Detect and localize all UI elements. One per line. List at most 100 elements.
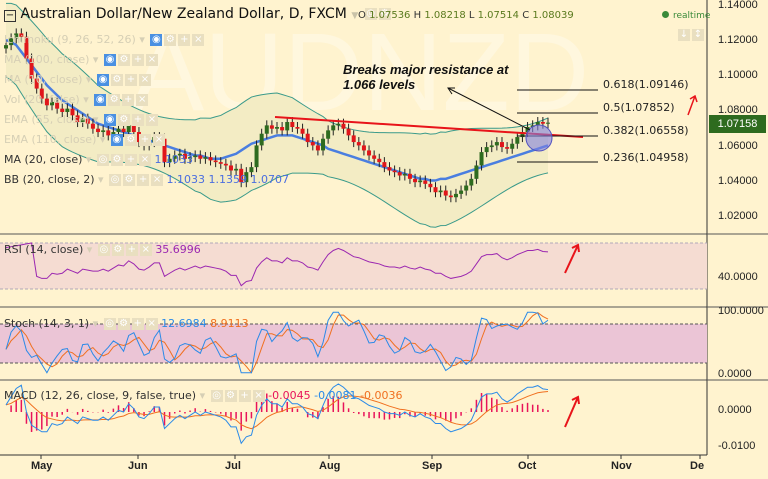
candle <box>310 142 315 146</box>
time-axis[interactable] <box>40 455 701 459</box>
scroll-down-icon[interactable]: ↓ <box>678 28 690 41</box>
add-icon[interactable]: + <box>131 114 144 126</box>
eye-icon[interactable]: ◎ <box>109 174 122 186</box>
candle <box>182 153 187 159</box>
candle <box>356 142 361 146</box>
candle <box>269 125 274 129</box>
close-icon[interactable]: × <box>145 114 158 126</box>
settings-icon[interactable]: ⚙ <box>164 34 177 46</box>
settings-icon[interactable]: ⚙ <box>117 318 130 330</box>
indicator-legend-ma20[interactable]: MA (20, close) ▾ ◎ ⚙ + × 1.1033 <box>4 153 193 166</box>
collapse-icon[interactable]: − <box>4 10 16 22</box>
add-icon[interactable]: + <box>178 34 191 46</box>
candle <box>315 145 320 151</box>
add-icon[interactable]: + <box>137 174 150 186</box>
status-dot-icon <box>662 11 669 18</box>
close-icon[interactable]: × <box>136 94 149 106</box>
settings-icon[interactable]: ⚙ <box>123 174 136 186</box>
close-icon[interactable]: × <box>252 390 265 402</box>
candle <box>75 115 80 123</box>
eye-icon[interactable]: ◎ <box>96 154 109 166</box>
candle <box>540 122 545 124</box>
settings-icon[interactable]: ⚙ <box>224 390 237 402</box>
candle <box>172 155 177 159</box>
close-icon[interactable]: × <box>145 318 158 330</box>
settings-icon[interactable]: ⚙ <box>117 54 130 66</box>
macd-title: MACD (12, 26, close, 9, false, true) <box>4 389 197 402</box>
bb-basis-value: 1.1033 <box>166 173 206 186</box>
close-icon[interactable]: × <box>138 154 151 166</box>
candle <box>223 163 228 166</box>
candle <box>377 158 382 163</box>
close-icon[interactable]: × <box>151 174 164 186</box>
add-icon[interactable]: + <box>125 244 138 256</box>
add-icon[interactable]: + <box>124 74 137 86</box>
candle <box>489 145 494 148</box>
settings-icon[interactable]: ⚙ <box>110 74 123 86</box>
close-icon[interactable]: × <box>138 74 151 86</box>
add-icon[interactable]: + <box>131 318 144 330</box>
indicator-legend-ema55[interactable]: EMA (55, close) ▾ ◉ ⚙ + × <box>4 113 158 126</box>
settings-icon[interactable]: ⚙ <box>110 154 123 166</box>
indicator-legend-ichimoku[interactable]: Ichimoku (9, 26, 52, 26) ▾ ◉ ⚙ + × <box>4 33 205 46</box>
add-icon[interactable]: + <box>238 390 251 402</box>
hidden-eye-icon[interactable]: ◉ <box>103 114 116 126</box>
open-value: 1.07536 <box>369 10 411 21</box>
eye-icon[interactable]: ◎ <box>364 8 377 20</box>
candle <box>116 128 121 133</box>
close-icon[interactable]: × <box>152 134 165 146</box>
indicator-legend-bb[interactable]: BB (20, close, 2) ▾ ◎ ⚙ + × 1.1033 1.1359 1… <box>4 173 290 186</box>
add-icon[interactable]: + <box>138 134 151 146</box>
settings-icon[interactable]: ⚙ <box>117 114 130 126</box>
candle <box>407 173 412 179</box>
price-pane[interactable] <box>4 2 598 228</box>
stoch-k-line <box>5 311 549 374</box>
candle <box>382 162 387 168</box>
candle <box>208 157 213 161</box>
eye-icon[interactable]: ◎ <box>97 244 110 256</box>
indicator-legend-ma100[interactable]: MA (100, close) ▾ ◉ ⚙ + × <box>4 53 158 66</box>
candle <box>70 108 75 116</box>
rsi-legend[interactable]: RSI (14, close) ▾ ◎ ⚙ + × 35.6996 <box>4 243 201 256</box>
eye-icon[interactable]: ◎ <box>210 390 223 402</box>
settings-icon[interactable]: ⚙ <box>108 94 121 106</box>
settings-icon[interactable]: ⚙ <box>124 134 137 146</box>
hidden-eye-icon[interactable]: ◉ <box>110 134 123 146</box>
indicator-legend-ema110[interactable]: EMA (110, close) ▾ ◉ ⚙ + × <box>4 133 165 146</box>
add-icon[interactable]: + <box>124 154 137 166</box>
candle <box>515 137 520 144</box>
close-icon[interactable]: × <box>139 244 152 256</box>
hidden-eye-icon[interactable]: ◉ <box>103 54 116 66</box>
stoch-legend[interactable]: Stoch (14, 3, 1) ▾ ◎ ⚙ + × 12.6984 8.9113 <box>4 317 249 330</box>
indicator-legend-vol[interactable]: Vol (20, false) ▾ ◉ ⚙ + × <box>4 93 149 106</box>
eye-icon[interactable]: ◎ <box>103 318 116 330</box>
scale-icon[interactable]: ↕ <box>692 28 704 41</box>
candle <box>525 127 530 133</box>
candle <box>367 150 372 156</box>
watermark: AUDNZD <box>131 11 589 134</box>
candle <box>14 33 19 39</box>
dropdown-icon[interactable]: ▼ <box>351 11 359 21</box>
settings-icon[interactable]: ⚙ <box>111 244 124 256</box>
candle <box>259 133 264 146</box>
indicator-label: Vol (20, false) <box>4 93 80 106</box>
candle <box>418 180 423 183</box>
close-icon[interactable]: × <box>192 34 205 46</box>
add-icon[interactable]: + <box>122 94 135 106</box>
indicator-legend-ma10[interactable]: MA (10, close) ▾ ◉ ⚙ + × <box>4 73 151 86</box>
hidden-eye-icon[interactable]: ◉ <box>94 94 107 106</box>
chart-title[interactable]: − Australian Dollar/New Zealand Dollar, … <box>4 6 391 22</box>
settings-icon[interactable]: ⚙ <box>378 8 391 20</box>
candle <box>448 195 453 198</box>
macd-legend[interactable]: MACD (12, 26, close, 9, false, true) ▾ ◎… <box>4 389 403 402</box>
annotation-text[interactable]: Breaks major resistance at 1.066 levels <box>343 62 508 92</box>
hidden-eye-icon[interactable]: ◉ <box>150 34 163 46</box>
add-icon[interactable]: + <box>131 54 144 66</box>
macd-histogram <box>10 393 549 432</box>
hidden-eye-icon[interactable]: ◉ <box>96 74 109 86</box>
close-icon[interactable]: × <box>145 54 158 66</box>
candle <box>106 130 111 136</box>
candle <box>464 185 469 191</box>
candle <box>392 170 397 173</box>
